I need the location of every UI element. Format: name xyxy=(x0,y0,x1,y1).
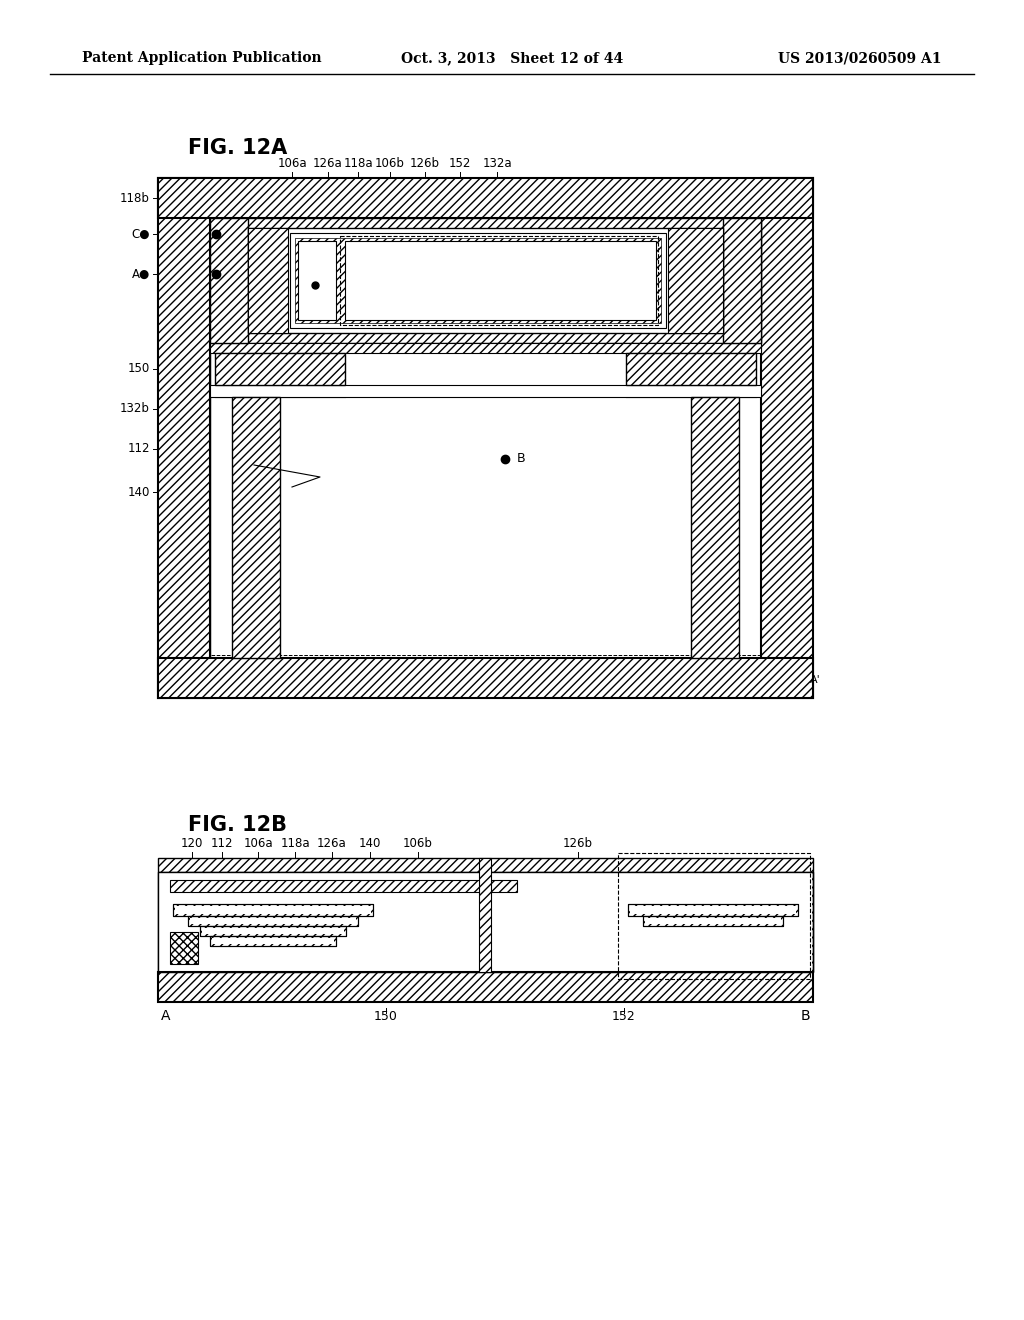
Bar xyxy=(158,873,813,972)
Bar xyxy=(210,218,761,657)
Bar xyxy=(210,218,761,343)
Bar xyxy=(479,858,490,972)
Bar xyxy=(290,234,666,327)
Text: A: A xyxy=(161,1008,171,1023)
Bar xyxy=(295,238,662,323)
Bar xyxy=(643,916,783,927)
Bar xyxy=(628,904,798,916)
Text: B: B xyxy=(517,453,525,466)
Text: FIG. 12B: FIG. 12B xyxy=(188,814,287,836)
Bar xyxy=(188,916,358,927)
Bar xyxy=(188,916,358,927)
Text: A●: A● xyxy=(132,268,150,281)
Bar xyxy=(626,352,756,385)
Text: 152: 152 xyxy=(449,157,471,170)
Text: 106b: 106b xyxy=(375,157,404,170)
Bar xyxy=(628,904,798,916)
Text: 140: 140 xyxy=(358,837,381,850)
Bar xyxy=(158,178,210,698)
Bar xyxy=(248,228,723,333)
Text: 150: 150 xyxy=(374,1010,398,1023)
Text: 132b: 132b xyxy=(120,403,150,416)
Bar xyxy=(210,385,761,397)
Bar xyxy=(215,352,345,385)
Bar xyxy=(158,972,813,1002)
Bar xyxy=(723,218,761,343)
Bar xyxy=(232,397,280,657)
Text: 118b: 118b xyxy=(120,191,150,205)
Text: 112: 112 xyxy=(211,837,233,850)
Bar xyxy=(340,236,658,325)
Bar xyxy=(173,904,373,916)
Text: 152: 152 xyxy=(612,1010,636,1023)
Bar xyxy=(202,928,344,935)
Bar xyxy=(159,873,812,972)
Text: 150: 150 xyxy=(128,363,150,375)
Bar xyxy=(173,904,373,916)
Bar xyxy=(761,178,813,698)
Bar xyxy=(170,932,198,964)
Bar xyxy=(630,906,796,913)
Bar xyxy=(248,228,288,333)
Text: 126b: 126b xyxy=(563,837,593,850)
Text: FIG. 12A: FIG. 12A xyxy=(188,139,288,158)
Bar xyxy=(158,858,813,873)
Text: Patent Application Publication: Patent Application Publication xyxy=(82,51,322,65)
Bar xyxy=(691,397,739,657)
Bar xyxy=(190,917,356,924)
Text: 120: 120 xyxy=(181,837,203,850)
Bar xyxy=(175,906,371,913)
Text: 106b: 106b xyxy=(403,837,433,850)
Bar xyxy=(210,218,248,343)
Bar xyxy=(345,242,656,319)
Text: 106a: 106a xyxy=(243,837,272,850)
Text: US 2013/0260509 A1: US 2013/0260509 A1 xyxy=(778,51,942,65)
Bar xyxy=(200,927,346,936)
Bar xyxy=(643,916,783,927)
Text: 126b: 126b xyxy=(410,157,440,170)
Text: C●: C● xyxy=(131,227,150,240)
Text: 118a: 118a xyxy=(343,157,373,170)
Text: A': A' xyxy=(810,675,821,685)
Bar xyxy=(479,858,490,972)
Bar xyxy=(170,880,517,892)
Bar xyxy=(626,352,756,385)
Bar xyxy=(212,939,334,944)
Text: Oct. 3, 2013   Sheet 12 of 44: Oct. 3, 2013 Sheet 12 of 44 xyxy=(400,51,624,65)
Bar xyxy=(668,228,723,333)
Text: D: D xyxy=(323,280,332,290)
Text: 126a: 126a xyxy=(317,837,347,850)
Bar xyxy=(158,178,813,218)
Text: 112: 112 xyxy=(128,442,150,455)
Bar xyxy=(210,343,761,352)
Text: 118a: 118a xyxy=(281,837,310,850)
Bar xyxy=(210,936,336,946)
Bar xyxy=(200,927,346,936)
Bar xyxy=(158,873,813,972)
Text: 140: 140 xyxy=(128,486,150,499)
Bar xyxy=(298,242,336,319)
Text: B: B xyxy=(801,1008,810,1023)
Text: 132a: 132a xyxy=(482,157,512,170)
Bar xyxy=(210,936,336,946)
Bar xyxy=(618,853,810,979)
Bar xyxy=(215,352,345,385)
Bar xyxy=(210,392,761,655)
Bar xyxy=(158,657,813,698)
Bar xyxy=(645,917,781,924)
Text: 126a: 126a xyxy=(313,157,343,170)
Text: 106a: 106a xyxy=(278,157,307,170)
